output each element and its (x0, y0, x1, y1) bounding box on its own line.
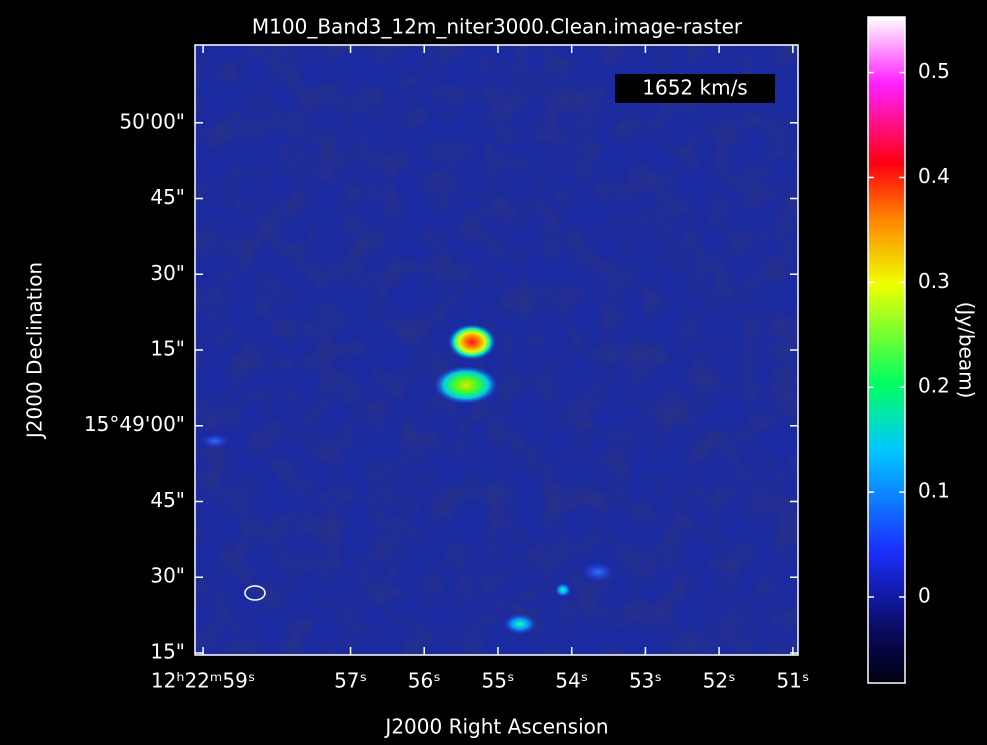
colorbar-tick-label: 0.2 (918, 374, 950, 398)
x-axis-label: J2000 Right Ascension (383, 715, 608, 739)
annotation: 1652 km/s (642, 76, 747, 100)
y-axis-label: J2000 Declination (23, 262, 47, 440)
chart-title: M100_Band3_12m_niter3000.Clean.image-ras… (252, 15, 743, 39)
image (195, 45, 798, 655)
y-tick-label: 45" (150, 488, 185, 512)
x-tick-label: 51ˢ (776, 669, 809, 693)
x-tick-label: 54ˢ (555, 669, 588, 693)
y-tick-label: 30" (150, 564, 185, 588)
x-tick-label: 52ˢ (703, 669, 736, 693)
x-tick-label: 57ˢ (334, 669, 367, 693)
colorbar-tick-label: 0 (918, 583, 931, 607)
x-tick-label: 56ˢ (408, 669, 441, 693)
x-tick-label: 12ʰ22ᵐ59ˢ (151, 669, 255, 693)
y-tick-label: 15" (150, 337, 185, 361)
colorbar-tick-label: 0.3 (918, 269, 950, 293)
colorbar-label: (Jy/beam) (955, 302, 979, 399)
colorbar-tick-label: 0.5 (918, 59, 950, 83)
y-tick-label: 15°49'00" (84, 412, 185, 436)
x-tick-label: 55ˢ (482, 669, 515, 693)
chart: 1652 km/s M100_Band3_12m_niter3000.Clean… (0, 0, 987, 745)
y-tick-label: 50'00" (119, 109, 185, 133)
colorbar-tick-label: 0.1 (918, 479, 950, 503)
colorbar-tick-label: 0.4 (918, 164, 950, 188)
y-tick-label: 45" (150, 185, 185, 209)
y-tick-label: 15" (150, 639, 185, 663)
x-tick-label: 53ˢ (629, 669, 662, 693)
y-tick-label: 30" (150, 261, 185, 285)
colorbar (868, 17, 905, 683)
